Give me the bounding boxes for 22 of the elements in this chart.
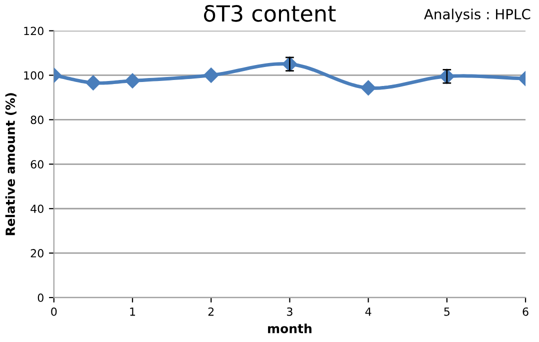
x-axis-title: month [268, 324, 312, 334]
y-tick-label: 100 [24, 71, 44, 80]
x-tick-label: 1 [130, 308, 136, 316]
text: Analysis : HPLC [424, 8, 530, 22]
x-tick-label: 2 [208, 307, 214, 316]
point [360, 80, 376, 96]
x-tick-label: 6 [522, 307, 528, 316]
x-tick-label: 5 [444, 308, 450, 316]
y-tick-label: 80 [30, 116, 44, 124]
x-tick-label: 4 [365, 308, 372, 316]
y-axis-title: Relative amount (%) [5, 93, 16, 236]
y-tick-label: 120 [24, 26, 44, 36]
point [124, 73, 140, 88]
x-tick-label: 3 [287, 307, 292, 316]
y-tick-label: 60 [30, 160, 44, 169]
y-tick-label: 40 [30, 204, 44, 213]
x-tick-label: 0 [51, 307, 57, 316]
chart-title: δT3 content [204, 5, 336, 22]
y-tick-label: 0 [38, 294, 44, 302]
point [204, 68, 219, 83]
y-tick-label: 20 [30, 249, 44, 258]
point [86, 75, 101, 90]
